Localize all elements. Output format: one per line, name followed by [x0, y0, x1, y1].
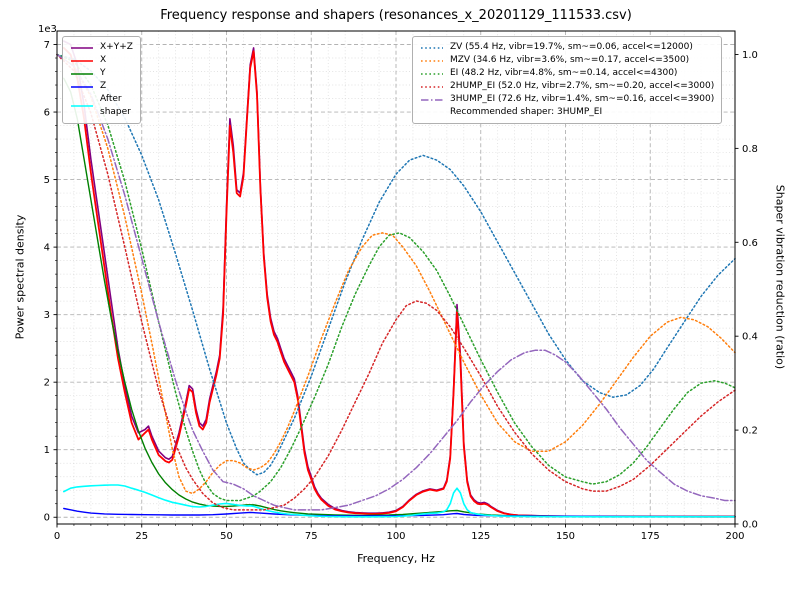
- legend-label: EI (48.2 Hz, vibr=4.8%, sm~=0.14, accel<…: [450, 68, 678, 78]
- x-tick-label: 50: [220, 531, 233, 542]
- y-right-tick-label: 1.0: [742, 50, 758, 61]
- legend-line-sample: [71, 72, 93, 75]
- legend-label: MZV (34.6 Hz, vibr=3.6%, sm~=0.17, accel…: [450, 55, 690, 65]
- x-tick-label: 75: [305, 531, 318, 542]
- y-left-tick-label: 4: [44, 243, 50, 254]
- legend-label: Y: [100, 68, 106, 78]
- legend-line-sample: [421, 59, 443, 62]
- y-left-tick-label: 2: [44, 378, 50, 389]
- y-left-tick-label: 3: [44, 310, 50, 321]
- curve-ei: [56, 53, 736, 502]
- legend-label: X+Y+Z: [100, 42, 133, 52]
- legend-line-sample: [71, 85, 93, 88]
- y-left-tick-label: 7: [44, 40, 50, 51]
- x-axis-label: Frequency, Hz: [357, 552, 435, 565]
- legend-entry-mzv: MZV (34.6 Hz, vibr=3.6%, sm~=0.17, accel…: [420, 54, 714, 67]
- legend-entry-z: Z: [70, 80, 133, 93]
- legend-label: 2HUMP_EI (52.0 Hz, vibr=2.7%, sm~=0.20, …: [450, 81, 715, 91]
- y-left-tick-label: 5: [44, 175, 50, 186]
- legend-label: Recommended shaper: 3HUMP_EI: [450, 107, 603, 117]
- y-left-tick-label: 1: [44, 445, 50, 456]
- y-left-tick-label: 6: [44, 108, 50, 119]
- x-tick-label: 25: [135, 531, 148, 542]
- chart-title: Frequency response and shapers (resonanc…: [160, 8, 632, 23]
- curve-2hump-ei: [56, 53, 736, 511]
- legend-label: X: [100, 55, 107, 65]
- y-axis-offset-label: 1e3: [38, 24, 57, 35]
- y-axis-left-label: Power spectral density: [13, 214, 27, 340]
- legend-entry-xyz: X+Y+Z: [70, 41, 133, 54]
- legend-label: ZV (55.4 Hz, vibr=19.7%, sm~=0.06, accel…: [450, 42, 693, 52]
- legend-entry-after-shaper: After shaper: [70, 93, 133, 119]
- legend-label: Z: [100, 81, 107, 91]
- y-right-tick-label: 0.0: [742, 520, 758, 531]
- y-right-tick-label: 0.2: [742, 426, 758, 437]
- x-tick-label: 200: [725, 531, 744, 542]
- curve-3hump-ei: [56, 53, 736, 511]
- legend-entry-2hump-ei: 2HUMP_EI (52.0 Hz, vibr=2.7%, sm~=0.20, …: [420, 80, 714, 93]
- curve-x: [62, 47, 736, 518]
- legend-entry-y: Y: [70, 67, 133, 80]
- legend-line-sample: [421, 85, 443, 88]
- curve-after-shaper: [63, 484, 736, 518]
- legend-entry-x: X: [70, 54, 133, 67]
- y-right-tick-label: 0.8: [742, 144, 758, 155]
- y-right-tick-label: 0.4: [742, 332, 758, 343]
- shaper-legend: ZV (55.4 Hz, vibr=19.7%, sm~=0.06, accel…: [412, 36, 723, 124]
- curve-z: [63, 507, 736, 518]
- x-tick-label: 100: [386, 531, 405, 542]
- legend-line-sample: [71, 105, 93, 107]
- y-axis-right-label: Shaper vibration reduction (ratio): [773, 184, 787, 370]
- legend-entry-recommended-shaper: Recommended shaper: 3HUMP_EI: [420, 106, 714, 119]
- curve-y: [63, 77, 736, 518]
- curve-zv: [56, 53, 736, 476]
- legend-entry-3hump-ei: 3HUMP_EI (72.6 Hz, vibr=1.4%, sm~=0.16, …: [420, 93, 714, 106]
- legend-line-sample: [421, 46, 443, 49]
- curve-mzv: [56, 53, 736, 495]
- x-tick-label: 125: [471, 531, 490, 542]
- legend-line-sample: [71, 59, 93, 62]
- legend-entry-ei: EI (48.2 Hz, vibr=4.8%, sm~=0.14, accel<…: [420, 67, 714, 80]
- legend-line-sample: [421, 72, 443, 75]
- legend-line-sample: [71, 46, 93, 49]
- legend-line-sample: [420, 108, 444, 118]
- x-tick-label: 175: [641, 531, 660, 542]
- y-left-tick-label: 0: [44, 513, 50, 524]
- legend-entry-zv: ZV (55.4 Hz, vibr=19.7%, sm~=0.06, accel…: [420, 41, 714, 54]
- y-right-tick-label: 0.6: [742, 238, 758, 249]
- legend-label: After shaper: [100, 94, 131, 117]
- x-tick-label: 150: [556, 531, 575, 542]
- x-tick-label: 0: [54, 531, 60, 542]
- psd-legend: X+Y+Z X Y Z After shaper: [62, 36, 141, 124]
- legend-label: 3HUMP_EI (72.6 Hz, vibr=1.4%, sm~=0.16, …: [450, 94, 715, 104]
- legend-line-sample: [421, 98, 443, 101]
